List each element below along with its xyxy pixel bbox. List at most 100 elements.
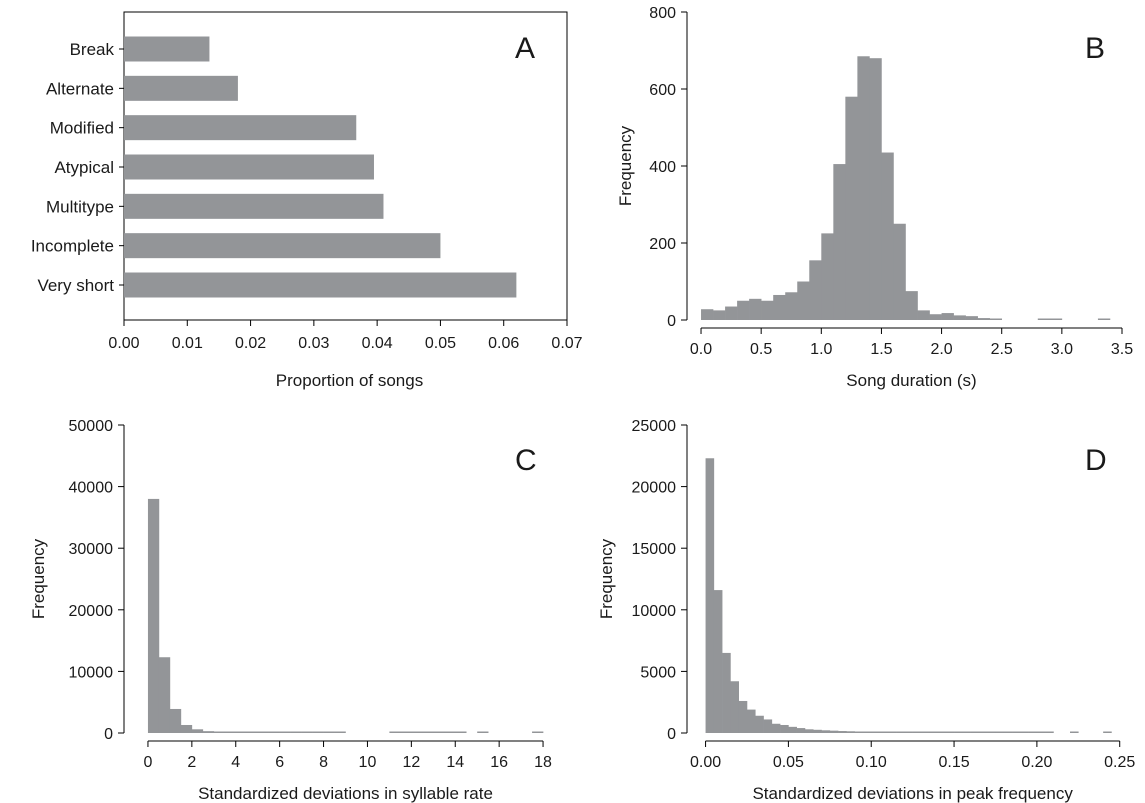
histogram-bar [912, 731, 922, 733]
bar-modified [124, 115, 357, 141]
histogram-bar [224, 731, 237, 733]
histogram-bar [755, 715, 764, 733]
histogram-bar [970, 731, 980, 733]
histogram-bar [905, 291, 918, 320]
histogram-bar [746, 709, 756, 733]
histogram-bar [257, 731, 269, 733]
histogram-bar [887, 731, 897, 733]
histogram-bar [809, 260, 822, 320]
histogram-bar [904, 731, 913, 733]
histogram-bar [738, 700, 748, 733]
panel-letter: D [1085, 444, 1107, 477]
y-tick-label: 20000 [632, 480, 677, 497]
histogram-bar [725, 306, 738, 320]
histogram-bar [1103, 731, 1112, 733]
histogram-bar [977, 318, 990, 320]
y-tick-label: 200 [649, 236, 676, 253]
histogram-bar [713, 310, 726, 320]
histogram-bar [804, 729, 814, 733]
panel-a: Break Alternate Modified Atypical Multitype I… [31, 11, 583, 390]
histogram-bar [705, 458, 715, 733]
category-label: Incomplete [31, 237, 114, 256]
x-tick-label: 0.25 [1104, 754, 1135, 771]
histogram-bar [869, 58, 882, 320]
histogram-bar [829, 730, 839, 733]
panel-c: 0 10000 20000 30000 40000 50000 0 2 4 6 8 10 12 14 16 1… [29, 418, 552, 803]
histogram-bar [713, 590, 723, 733]
x-tick-label: 18 [534, 754, 552, 771]
histogram-bar [246, 731, 258, 733]
y-tick-label: 40000 [69, 480, 114, 497]
histogram-bar [833, 164, 846, 320]
histogram-bar [978, 731, 988, 733]
histogram-bar [896, 731, 905, 733]
panel-letter: A [515, 32, 535, 65]
x-tick-label: 0.5 [750, 341, 772, 358]
x-tick-label: 0.00 [108, 335, 139, 352]
x-tick-label: 1.5 [870, 341, 892, 358]
histogram-bar [1097, 318, 1111, 320]
histogram-bar [920, 731, 930, 733]
bar-alternate [124, 75, 238, 101]
histogram-bar [400, 731, 412, 733]
bar-multitype [124, 193, 384, 219]
histogram-bar [444, 731, 456, 733]
x-tick-label: 10 [359, 754, 377, 771]
histogram-bar [1036, 731, 1046, 733]
histogram-bar [771, 723, 781, 733]
y-tick-label: 10000 [69, 664, 114, 681]
x-tick-label: 12 [402, 754, 420, 771]
histogram-bar [821, 730, 831, 733]
x-tick-label: 6 [275, 754, 284, 771]
category-label: Modified [50, 119, 114, 138]
histogram-bar [158, 657, 171, 733]
histogram-bar [929, 731, 938, 733]
histogram-bar [893, 223, 906, 320]
x-axis-label: Standardized deviations in peak frequenc… [752, 784, 1073, 803]
histogram-bar [1049, 318, 1063, 320]
x-tick-label: 0.06 [488, 335, 519, 352]
y-tick-label: 10000 [632, 603, 677, 620]
histogram-bar [761, 300, 774, 320]
x-tick-label: 3.0 [1051, 341, 1073, 358]
x-tick-label: 0.10 [856, 754, 887, 771]
histogram-bar [1003, 731, 1013, 733]
x-tick-label: 16 [490, 754, 508, 771]
histogram-bar [857, 56, 870, 321]
x-axis-label: Song duration (s) [846, 371, 976, 390]
histogram-bar [235, 731, 248, 733]
histogram-bar [1028, 731, 1038, 733]
y-tick-label: 0 [667, 726, 676, 743]
histogram-bar [879, 731, 889, 733]
histogram-bar [953, 315, 966, 320]
y-tick-label: 30000 [69, 541, 114, 558]
bar-atypical [124, 154, 374, 180]
histogram-bar [532, 731, 544, 733]
y-axis-label: Frequency [29, 538, 48, 619]
bar-break [124, 36, 210, 62]
histogram-bar [780, 724, 789, 733]
panel-b: 0 200 400 600 800 0.0 0.5 1.0 1.5 2.0 2.5 3.0 3.5 Son… [616, 5, 1133, 390]
histogram-bar [389, 731, 401, 733]
x-tick-label: 3.5 [1111, 341, 1133, 358]
histogram-bar [845, 96, 858, 320]
y-tick-label: 0 [667, 313, 676, 330]
histogram-bar [962, 731, 971, 733]
histogram-bar [1012, 731, 1021, 733]
histogram-bar [290, 731, 302, 733]
y-tick-label: 400 [649, 159, 676, 176]
y-tick-label: 600 [649, 82, 676, 99]
histogram-bar [773, 294, 786, 320]
histogram-bar [937, 731, 947, 733]
y-tick-label: 800 [649, 5, 676, 22]
y-tick-label: 0 [104, 726, 113, 743]
histogram-bar [268, 731, 280, 733]
histogram-bar [1045, 731, 1054, 733]
x-tick-label: 0.20 [1021, 754, 1052, 771]
histogram-bar [797, 281, 810, 320]
histogram-bar [147, 498, 160, 733]
y-tick-label: 5000 [640, 664, 676, 681]
x-tick-label: 0.02 [235, 335, 266, 352]
histogram-bar [701, 309, 714, 320]
histogram-bar [323, 731, 335, 733]
